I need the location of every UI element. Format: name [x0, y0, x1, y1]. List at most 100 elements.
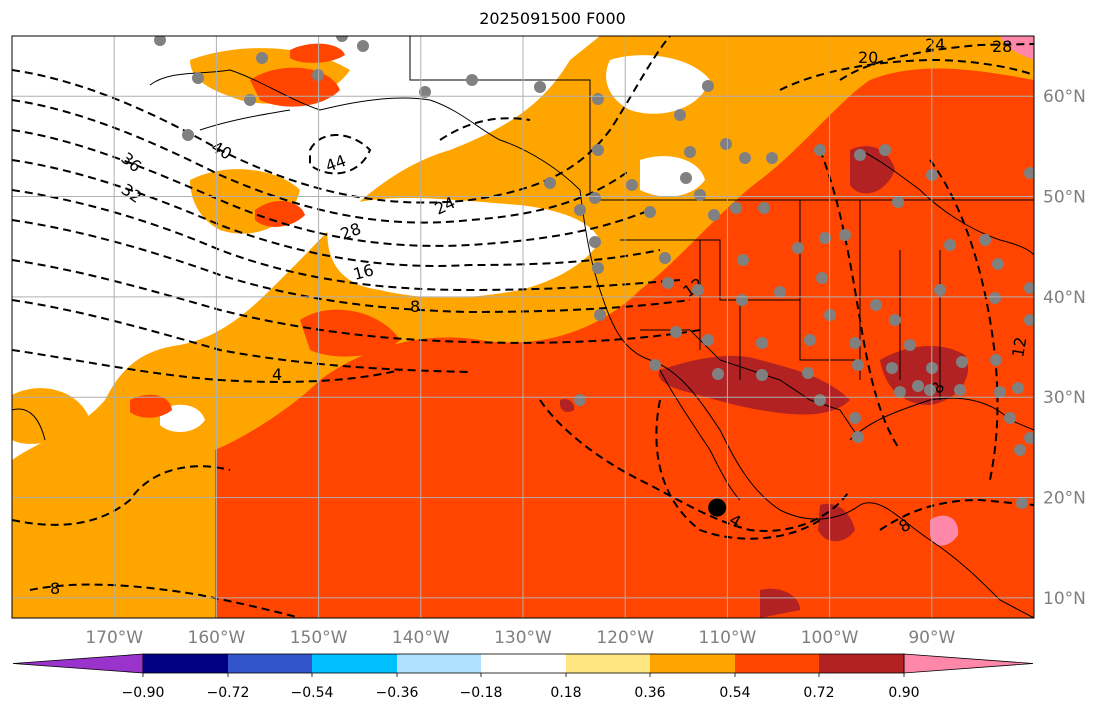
station-dot — [466, 74, 478, 86]
location-marker — [708, 498, 727, 517]
colorbar-extend-low — [12, 653, 144, 674]
station-dot — [979, 234, 991, 246]
colorbar-segment — [566, 654, 650, 673]
station-dot — [592, 93, 604, 105]
station-dot — [739, 152, 751, 164]
colorbar — [12, 653, 1034, 674]
station-dot — [589, 236, 601, 248]
station-dot — [804, 334, 816, 346]
station-dot — [1014, 444, 1026, 456]
lon-tick-label: 110°W — [699, 628, 757, 648]
station-dot — [626, 179, 638, 191]
colorbar-segment — [481, 654, 566, 673]
station-dot — [849, 337, 861, 349]
station-dots — [154, 36, 1034, 509]
map-title: 2025091500 F000 — [479, 9, 626, 28]
station-dot — [1012, 382, 1024, 394]
station-dot — [758, 202, 770, 214]
station-dot — [792, 242, 804, 254]
station-dot — [670, 326, 682, 338]
latitude-labels: 60°N 50°N 40°N 30°N 20°N 10°N — [1043, 87, 1086, 609]
coastlines — [12, 69, 1034, 618]
station-dot — [1024, 432, 1034, 444]
station-dot — [816, 272, 828, 284]
station-dot — [956, 356, 968, 368]
station-dot — [702, 334, 714, 346]
lat-tick-label: 30°N — [1043, 388, 1086, 408]
station-dot — [904, 339, 916, 351]
contour-label: 20 — [858, 48, 878, 67]
station-dot — [154, 36, 166, 46]
gridlines — [12, 36, 1034, 618]
station-dot — [680, 172, 692, 184]
colorbar-segment — [650, 654, 735, 673]
station-dot — [766, 152, 778, 164]
contour-label: 4 — [272, 365, 282, 384]
station-dot — [889, 314, 901, 326]
station-dot — [879, 144, 891, 156]
station-dot — [694, 189, 706, 201]
lon-tick-label: 130°W — [494, 628, 552, 648]
station-dot — [182, 129, 194, 141]
colorbar-segment — [312, 654, 397, 673]
station-dot — [854, 149, 866, 161]
contours — [12, 36, 1034, 618]
station-dot — [574, 394, 586, 406]
contour-label: 28 — [992, 37, 1012, 56]
colorbar-tick-label: 0.72 — [803, 685, 834, 701]
station-dot — [736, 294, 748, 306]
station-dot — [544, 177, 556, 189]
station-dot — [574, 204, 586, 216]
station-dot — [1024, 314, 1034, 326]
colorbar-tick-label: −0.36 — [376, 685, 419, 701]
station-dot — [994, 386, 1006, 398]
colorbar-outline — [142, 653, 905, 674]
station-dot — [990, 354, 1002, 366]
colorbar-segment — [735, 654, 819, 673]
station-dot — [730, 202, 742, 214]
lon-tick-label: 170°W — [85, 628, 143, 648]
station-dot — [256, 52, 268, 64]
colorbar-segment — [228, 654, 312, 673]
lat-tick-label: 10°N — [1043, 589, 1086, 609]
station-dot — [684, 146, 696, 158]
colorbar-extend-high — [903, 653, 1034, 674]
contour-label: 8 — [50, 579, 60, 598]
longitude-labels: 170°W 160°W 150°W 140°W 130°W 120°W 110°W 100°W… — [85, 628, 955, 648]
lon-tick-label: 100°W — [801, 628, 859, 648]
station-dot — [592, 262, 604, 274]
station-dot — [814, 144, 826, 156]
station-dot — [852, 431, 864, 443]
colorbar-segment — [819, 654, 904, 673]
contour-label: 24 — [925, 35, 945, 54]
station-dot — [244, 94, 256, 106]
contour-label: 8 — [410, 297, 420, 316]
lon-tick-label: 90°W — [908, 628, 955, 648]
colorbar-tick-label: −0.72 — [207, 685, 250, 701]
station-dot — [312, 69, 324, 81]
station-dot — [662, 277, 674, 289]
station-dot — [589, 192, 601, 204]
station-dot — [659, 252, 671, 264]
station-dot — [644, 206, 656, 218]
station-dot — [954, 384, 966, 396]
station-dot — [756, 337, 768, 349]
lat-tick-label: 60°N — [1043, 87, 1086, 107]
station-dot — [712, 368, 724, 380]
station-dot — [802, 367, 814, 379]
station-dot — [849, 412, 861, 424]
contour-label: 16 — [351, 260, 376, 284]
station-dot — [702, 80, 714, 92]
station-dot — [419, 86, 431, 98]
station-dot — [649, 359, 661, 371]
station-dot — [852, 359, 864, 371]
station-dot — [1004, 412, 1016, 424]
station-dot — [336, 36, 348, 42]
station-dot — [357, 40, 369, 52]
colorbar-tick-label: 0.36 — [634, 685, 665, 701]
lon-tick-label: 160°W — [188, 628, 246, 648]
station-dot — [1024, 167, 1034, 179]
lat-tick-label: 40°N — [1043, 288, 1086, 308]
colorbar-tick-label: 0.18 — [550, 685, 581, 701]
